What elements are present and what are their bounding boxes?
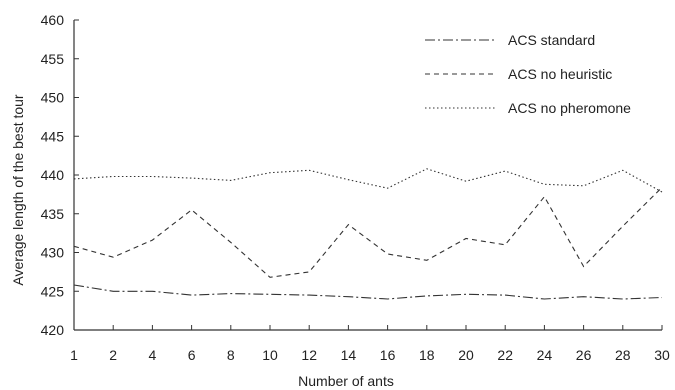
x-ticks: 1 2 4 6 8 10 12 14 16 18 20 22 24 26 28 30 (70, 325, 670, 363)
y-tick-label: 435 (41, 206, 65, 222)
legend-label: ACS no pheromone (508, 100, 631, 116)
series-line-acs-no-pheromone (73, 168, 663, 193)
x-tick-label: 30 (654, 347, 670, 363)
x-tick-label: 14 (341, 347, 357, 363)
x-tick-label: 12 (301, 347, 317, 363)
x-tick-label: 1 (70, 347, 78, 363)
y-tick-label: 455 (41, 51, 65, 67)
x-tick-label: 8 (227, 347, 235, 363)
x-axis: 1 2 4 6 8 10 12 14 16 18 20 22 24 26 28 30 (70, 325, 670, 363)
y-tick-label: 460 (41, 12, 65, 28)
y-axis-title: Average length of the best tour (10, 94, 26, 286)
x-tick-label: 22 (497, 347, 513, 363)
series-line-acs-no-heuristic (73, 187, 663, 278)
y-tick-label: 430 (41, 245, 65, 261)
legend: ACS standard ACS no heuristic ACS no phero… (425, 32, 631, 116)
legend-label: ACS no heuristic (508, 66, 612, 82)
x-tick-label: 28 (615, 347, 631, 363)
x-tick-label: 10 (262, 347, 278, 363)
x-tick-label: 24 (537, 347, 553, 363)
x-tick-label: 2 (109, 347, 117, 363)
legend-label: ACS standard (508, 32, 595, 48)
x-axis-title: Number of ants (298, 373, 394, 389)
series-lines (73, 168, 663, 300)
x-tick-label: 18 (419, 347, 435, 363)
x-tick-label: 26 (576, 347, 592, 363)
x-tick-label: 6 (188, 347, 196, 363)
y-tick-label: 450 (41, 90, 65, 106)
y-ticks: 420 425 430 435 440 445 450 455 460 (41, 12, 79, 338)
x-tick-label: 16 (380, 347, 396, 363)
x-tick-label: 20 (458, 347, 474, 363)
x-tick-label: 4 (149, 347, 157, 363)
series-line-acs-standard (73, 284, 663, 300)
y-tick-label: 425 (41, 283, 65, 299)
y-tick-label: 440 (41, 167, 65, 183)
y-tick-label: 420 (41, 322, 65, 338)
y-axis: 420 425 430 435 440 445 450 455 460 (41, 12, 79, 338)
y-tick-label: 445 (41, 128, 65, 144)
